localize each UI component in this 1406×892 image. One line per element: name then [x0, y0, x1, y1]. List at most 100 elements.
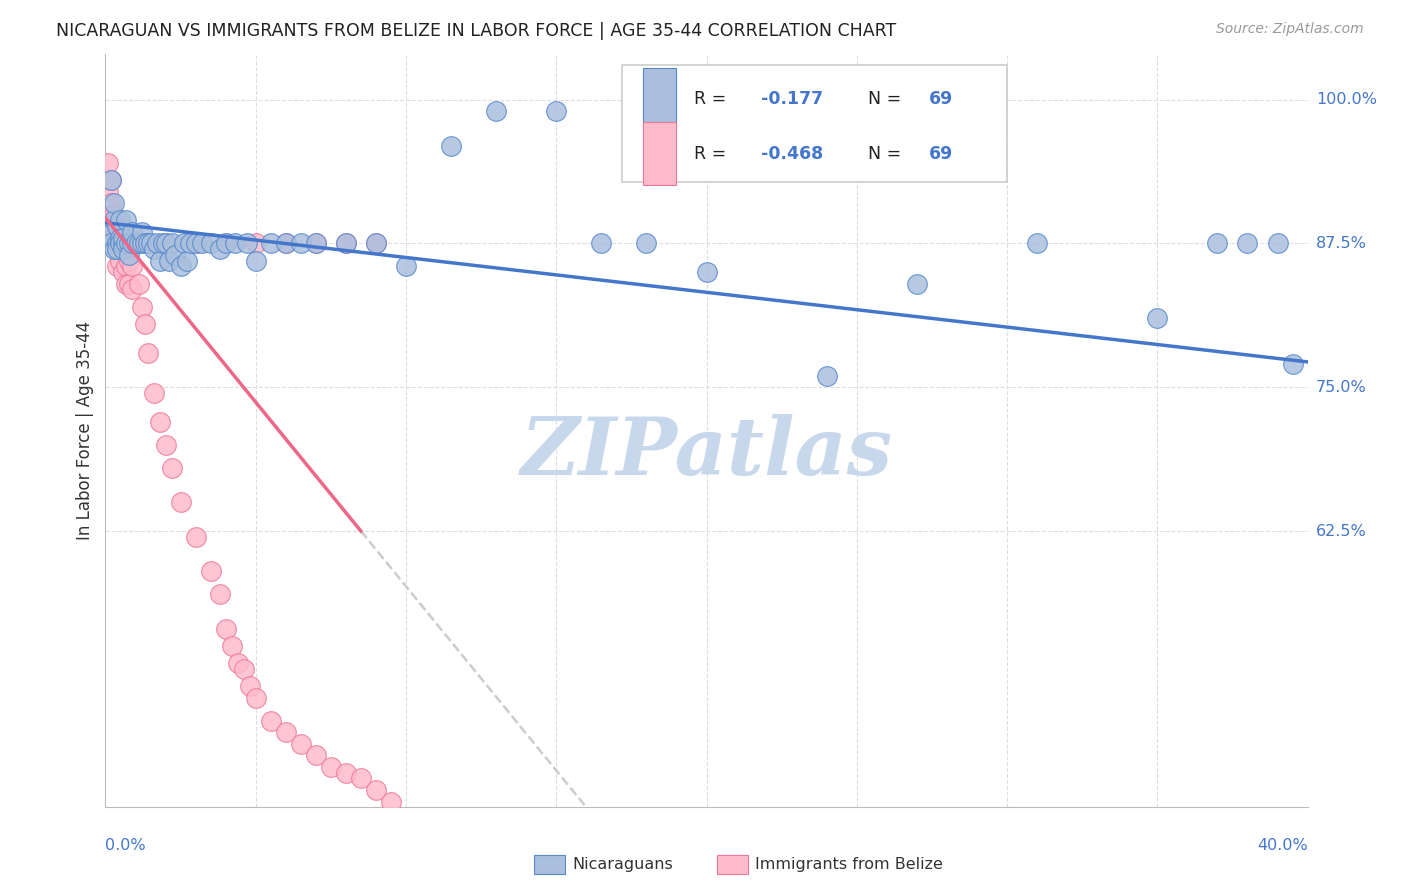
Point — [134, 236, 156, 251]
Point — [235, 236, 257, 251]
Point — [335, 236, 357, 251]
Text: R =: R = — [695, 145, 733, 163]
Point — [305, 236, 328, 251]
FancyBboxPatch shape — [643, 122, 676, 186]
Point — [274, 236, 297, 251]
Point — [145, 236, 167, 251]
Point — [155, 438, 177, 452]
Point — [636, 236, 658, 251]
Point — [118, 236, 141, 251]
Point — [239, 680, 262, 694]
Point — [380, 795, 402, 809]
Point — [260, 714, 283, 728]
Point — [169, 260, 191, 274]
Point — [815, 368, 838, 383]
Point — [121, 236, 143, 251]
Point — [184, 530, 207, 544]
Point — [107, 260, 129, 274]
Point — [200, 565, 222, 579]
Point — [148, 253, 170, 268]
Point — [905, 277, 928, 291]
Point — [142, 386, 165, 401]
Point — [115, 277, 138, 291]
Point — [110, 219, 132, 234]
Text: 62.5%: 62.5% — [1316, 524, 1367, 539]
Point — [1146, 311, 1168, 326]
Point — [290, 236, 312, 251]
Point — [395, 260, 418, 274]
Point — [173, 236, 195, 251]
Point — [103, 196, 125, 211]
Point — [160, 236, 183, 251]
Point — [121, 225, 143, 239]
Point — [107, 242, 129, 256]
Point — [319, 760, 342, 774]
Point — [103, 236, 125, 251]
Point — [131, 236, 153, 251]
Point — [100, 173, 122, 187]
Point — [107, 236, 129, 251]
Point — [110, 236, 132, 251]
Point — [118, 277, 141, 291]
Point — [112, 236, 135, 251]
Point — [157, 253, 180, 268]
Point — [214, 236, 236, 251]
Point — [245, 690, 267, 705]
Point — [208, 242, 231, 256]
Text: NICARAGUAN VS IMMIGRANTS FROM BELIZE IN LABOR FORCE | AGE 35-44 CORRELATION CHAR: NICARAGUAN VS IMMIGRANTS FROM BELIZE IN … — [56, 22, 897, 40]
Text: 69: 69 — [929, 145, 953, 163]
Point — [103, 236, 125, 251]
Point — [440, 138, 463, 153]
Point — [115, 236, 138, 251]
Text: -0.177: -0.177 — [761, 90, 823, 108]
FancyBboxPatch shape — [623, 65, 1007, 182]
Point — [100, 208, 122, 222]
Point — [97, 228, 120, 243]
Point — [136, 345, 159, 359]
Point — [110, 253, 132, 268]
Point — [103, 208, 125, 222]
Text: 0.0%: 0.0% — [105, 838, 146, 853]
Text: ZIPatlas: ZIPatlas — [520, 414, 893, 491]
Point — [121, 236, 143, 251]
Point — [103, 242, 125, 256]
Point — [226, 657, 249, 671]
Point — [546, 104, 568, 119]
Point — [214, 622, 236, 636]
Point — [696, 265, 718, 279]
Point — [184, 236, 207, 251]
Text: Immigrants from Belize: Immigrants from Belize — [755, 857, 943, 871]
Point — [274, 725, 297, 739]
Point — [107, 236, 129, 251]
Point — [155, 236, 177, 251]
Point — [485, 104, 508, 119]
Point — [131, 300, 153, 314]
Point — [200, 236, 222, 251]
Text: 100.0%: 100.0% — [1316, 92, 1376, 107]
Point — [100, 173, 122, 187]
Point — [148, 415, 170, 429]
Text: 40.0%: 40.0% — [1257, 838, 1308, 853]
Point — [100, 196, 122, 211]
Point — [245, 236, 267, 251]
Point — [124, 236, 146, 251]
Point — [110, 236, 132, 251]
Point — [290, 737, 312, 751]
Point — [1267, 236, 1289, 251]
Point — [112, 236, 135, 251]
Point — [155, 236, 177, 251]
Point — [107, 213, 129, 227]
Point — [103, 213, 125, 227]
Point — [591, 236, 613, 251]
Point — [1026, 236, 1049, 251]
Point — [364, 236, 387, 251]
Point — [179, 236, 201, 251]
Point — [350, 772, 373, 786]
Text: N =: N = — [856, 90, 907, 108]
Point — [163, 248, 186, 262]
Text: 69: 69 — [929, 90, 953, 108]
Point — [97, 156, 120, 170]
Point — [115, 260, 138, 274]
Point — [103, 230, 125, 244]
Point — [110, 236, 132, 251]
